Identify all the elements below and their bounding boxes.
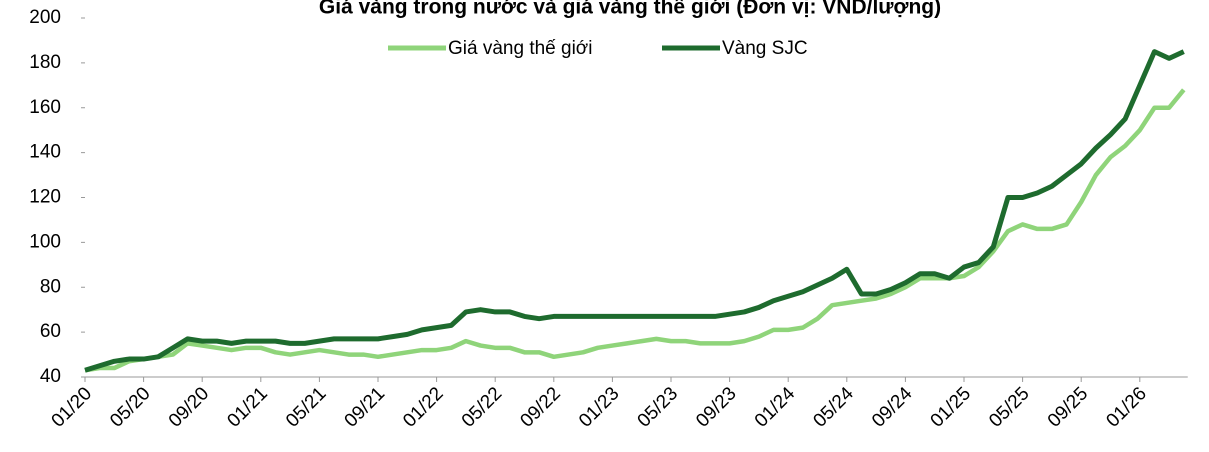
y-tick-label: 120 — [29, 187, 61, 208]
chart-title: Giá vàng trong nước và giá vàng thế giới… — [319, 0, 941, 19]
x-tick-label: 05/23 — [634, 383, 682, 431]
x-tick-label: 09/24 — [868, 383, 917, 432]
series-line — [84, 88, 1186, 373]
x-tick-label: 01/24 — [751, 383, 800, 432]
x-tick-label: 05/22 — [458, 383, 506, 431]
x-tick-label: 01/22 — [399, 383, 447, 431]
x-tick-label: 01/23 — [575, 383, 623, 431]
legend-label: Vàng SJC — [722, 38, 808, 59]
series-line — [84, 49, 1185, 373]
y-tick-label: 80 — [40, 276, 61, 297]
x-tick-label: 09/20 — [165, 383, 213, 431]
x-tick-label: 01/21 — [223, 383, 271, 431]
y-tick-label: 140 — [29, 142, 61, 163]
x-tick-label: 01/20 — [48, 383, 96, 431]
x-tick-label: 05/25 — [985, 383, 1033, 431]
x-tick-label: 01/26 — [1102, 383, 1150, 431]
y-tick-label: 40 — [40, 366, 61, 387]
legend-label: Giá vàng thế giới — [448, 38, 593, 59]
x-tick-label: 05/21 — [282, 383, 330, 431]
x-tick-label: 09/22 — [516, 383, 564, 431]
x-tick-label: 09/23 — [692, 383, 740, 431]
x-tick-label: 09/25 — [1044, 383, 1092, 431]
y-tick-label: 180 — [29, 52, 61, 73]
x-tick-label: 05/24 — [809, 383, 858, 432]
y-tick-label: 60 — [40, 321, 61, 342]
x-tick-label: 09/21 — [341, 383, 389, 431]
y-tick-label: 100 — [29, 231, 61, 252]
y-tick-label: 160 — [29, 97, 61, 118]
x-tick-label: 01/25 — [927, 383, 975, 431]
y-tick-label: 200 — [29, 7, 61, 28]
x-tick-label: 05/20 — [106, 383, 154, 431]
